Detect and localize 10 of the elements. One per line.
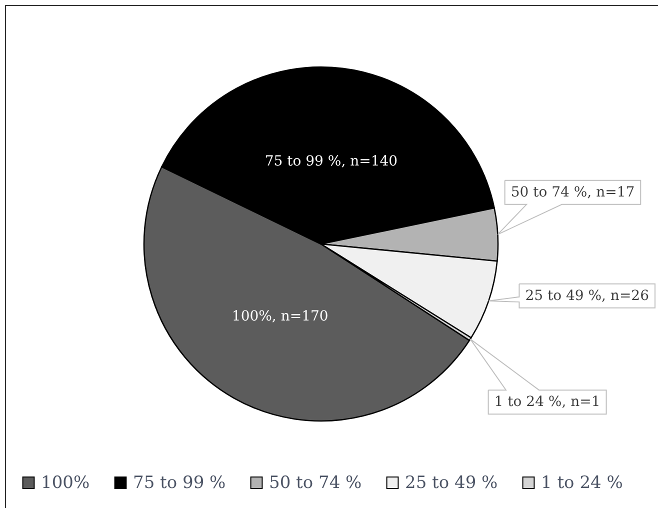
legend-label: 50 to 74 % [269, 472, 362, 493]
data-label: 50 to 74 %, n=17 [510, 184, 635, 200]
data-label: 25 to 49 %, n=26 [525, 288, 650, 304]
data-label: 1 to 24 %, n=1 [494, 394, 600, 410]
legend-label: 75 to 99 % [133, 472, 226, 493]
data-label: 75 to 99 %, n=140 [264, 153, 398, 170]
legend-label: 1 to 24 % [541, 472, 623, 493]
data-label: 100%, n=170 [232, 308, 328, 324]
legend-label: 25 to 49 % [405, 472, 498, 493]
legend-label: 100% [41, 472, 90, 493]
